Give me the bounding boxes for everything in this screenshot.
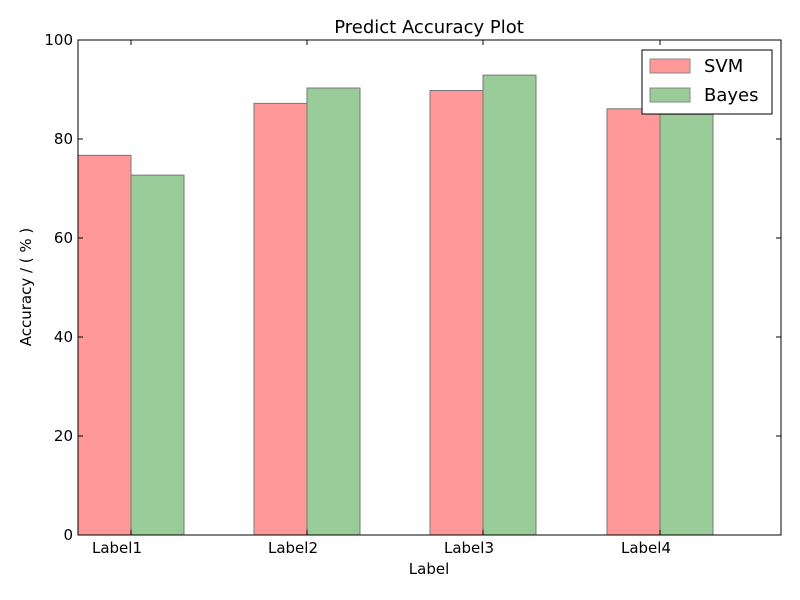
- x-tick-label-label1: Label1: [92, 539, 142, 557]
- legend-swatch-bayes: [649, 87, 691, 103]
- y-tick-label-40: 40: [54, 328, 73, 346]
- y-axis-label: Accuracy / ( % ): [17, 228, 35, 347]
- bar-svm-label3: [429, 89, 484, 536]
- y-tick-label-0: 0: [63, 526, 73, 544]
- bar-bayes-label2: [306, 87, 361, 536]
- legend-swatch-svm: [649, 58, 691, 74]
- y-tick-label-80: 80: [54, 130, 73, 148]
- y-tick-label-60: 60: [54, 229, 73, 247]
- legend: SVM Bayes: [641, 49, 773, 115]
- legend-label-svm: SVM: [704, 56, 743, 77]
- bar-bayes-label3: [482, 74, 537, 536]
- x-tick-label-label2: Label2: [268, 539, 318, 557]
- plot-area-frame: [77, 39, 782, 536]
- x-axis-ticks: Label1 Label2 Label3 Label4: [92, 40, 671, 557]
- bar-bayes-label1: [130, 174, 185, 536]
- x-tick-label-label4: Label4: [621, 539, 671, 557]
- bar-svm-label1: [77, 154, 132, 536]
- y-axis-ticks: 0 20 40 60 80 100: [44, 31, 781, 544]
- x-tick-label-label3: Label3: [444, 539, 494, 557]
- bar-bayes-label4: [659, 113, 714, 536]
- bars-layer: [77, 74, 714, 536]
- y-tick-label-20: 20: [54, 427, 73, 445]
- x-axis-label: Label: [409, 560, 449, 578]
- legend-label-bayes: Bayes: [704, 85, 758, 106]
- chart-title: Predict Accuracy Plot: [334, 17, 524, 38]
- y-tick-label-100: 100: [44, 31, 73, 49]
- bar-svm-label4: [606, 108, 661, 536]
- bar-svm-label2: [253, 102, 308, 536]
